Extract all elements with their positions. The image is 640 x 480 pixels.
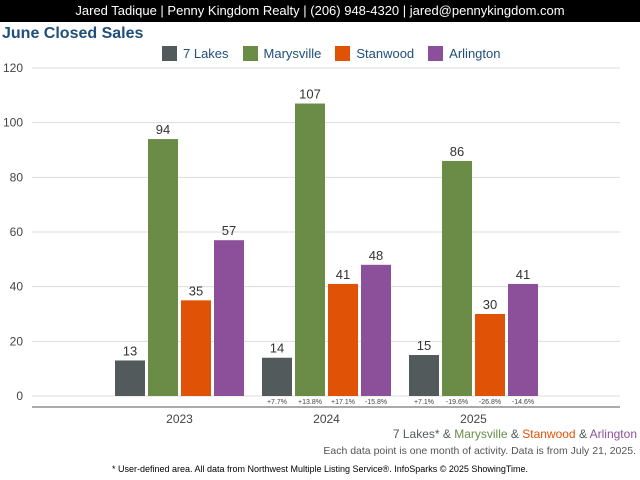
bar: [214, 240, 244, 396]
bar: [409, 355, 439, 396]
legend-swatch: [162, 45, 177, 61]
bar: [442, 160, 472, 396]
y-tick-label: 80: [10, 170, 24, 184]
bar-change-label: +7.7%: [267, 399, 287, 406]
footer-legend-sep: &: [507, 427, 523, 441]
bar: [475, 314, 505, 396]
bar-change-label: -14.6%: [512, 399, 534, 406]
chart-title: June Closed Sales: [2, 25, 144, 42]
bar: [262, 357, 292, 396]
bar-change-label: +13.8%: [298, 399, 322, 406]
contact-header: Jared Tadique | Penny Kingdom Realty | (…: [0, 0, 640, 22]
chart-legend: 7 Lakes Marysville Stanwood Arlington: [162, 44, 514, 62]
footer-legend-7-lakes: 7 Lakes*: [392, 427, 440, 441]
footer-legend-sep: &: [439, 427, 455, 441]
legend-swatch: [242, 45, 258, 61]
bar: [361, 264, 391, 396]
legend-item-7-lakes[interactable]: 7 Lakes: [162, 45, 229, 61]
y-tick-label: 60: [10, 225, 24, 239]
legend-item-stanwood[interactable]: Stanwood: [335, 45, 415, 61]
bar: [115, 360, 145, 396]
footer-legend-marysville: Marysville: [454, 427, 508, 441]
bar-value-label: 35: [189, 283, 203, 298]
bar-value-label: 13: [123, 343, 137, 358]
x-tick-label: 2025: [460, 412, 487, 426]
footer-legend-stanwood: Stanwood: [522, 427, 576, 441]
x-tick-label: 2024: [313, 412, 340, 426]
y-tick-label: 120: [3, 61, 23, 75]
bar-value-label: 14: [270, 341, 284, 356]
legend-label: Marysville: [263, 45, 322, 61]
bar-value-label: 86: [450, 144, 464, 159]
footer-legend-sep: &: [575, 427, 590, 441]
legend-label: Stanwood: [356, 45, 415, 61]
legend-label: 7 Lakes: [183, 45, 229, 61]
legend-item-arlington[interactable]: Arlington: [428, 45, 501, 61]
footer-area-legend: 7 Lakes* & Marysville & Stanwood & Arlin…: [393, 427, 637, 441]
bar-value-label: 57: [222, 223, 236, 238]
bar-change-label: +7.1%: [414, 399, 434, 406]
bar: [508, 283, 538, 396]
bar-change-label: +17.1%: [331, 399, 355, 406]
bar: [181, 300, 211, 396]
legend-swatch: [335, 45, 351, 61]
disclaimer: * User-defined area. All data from North…: [0, 459, 640, 480]
bar: [295, 103, 325, 397]
bar-value-label: 41: [336, 267, 350, 282]
bar-change-label: -19.6%: [446, 399, 468, 406]
y-tick-label: 20: [10, 334, 24, 348]
y-tick-label: 0: [16, 389, 23, 403]
bar: [148, 139, 178, 397]
bar-value-label: 94: [156, 122, 170, 137]
bar-change-label: -15.8%: [365, 399, 387, 406]
bar-value-label: 48: [369, 248, 383, 263]
bar: [328, 283, 358, 396]
y-tick-label: 40: [10, 280, 24, 294]
legend-label: Arlington: [449, 45, 501, 61]
legend-swatch: [428, 45, 444, 61]
x-tick-label: 2023: [166, 412, 193, 426]
bar-value-label: 30: [483, 297, 497, 312]
chart-plot: 0 20 40 60 80 100 120 13 94 35 57 2023 14 +7.7% 107 +13…: [3, 61, 620, 426]
y-tick-label: 100: [3, 116, 23, 130]
bar-value-label: 41: [516, 267, 530, 282]
footer-legend-arlington: Arlington: [589, 427, 637, 441]
legend-item-marysville[interactable]: Marysville: [242, 45, 322, 61]
bar-change-label: -26.8%: [479, 399, 501, 406]
data-note: Each data point is one month of activity…: [323, 445, 636, 457]
bar-value-label: 107: [299, 87, 321, 102]
bar-value-label: 15: [417, 338, 431, 353]
